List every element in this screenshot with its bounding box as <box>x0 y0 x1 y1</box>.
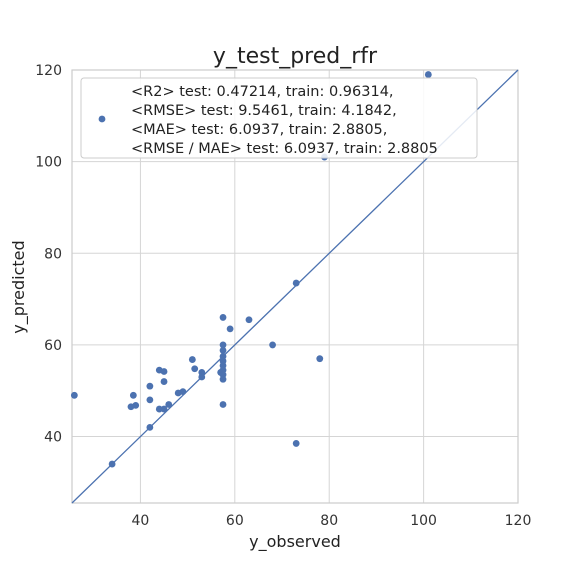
plot-frame <box>71 69 519 504</box>
y-axis-label: y_predicted <box>9 240 29 333</box>
y-tick-label-4: 120 <box>35 63 62 79</box>
data-point-5 <box>146 423 154 431</box>
data-point-11 <box>160 378 168 385</box>
x-tick-label-0: 40 <box>132 513 150 529</box>
data-point-12 <box>160 405 168 413</box>
x-tick-label-3: 100 <box>410 513 437 529</box>
data-point-31 <box>226 325 234 333</box>
y-tick-labels: 40 60 80 100 120 <box>35 63 62 446</box>
data-point-9 <box>155 405 163 413</box>
data-point-0 <box>70 391 78 399</box>
data-point-6 <box>146 396 154 404</box>
data-point-34 <box>292 279 300 287</box>
legend-box <box>80 77 478 159</box>
legend-line-r2: <R2> test: 0.47214, train: 0.96314, <box>131 84 394 100</box>
data-point-16 <box>188 356 196 363</box>
x-tick-label-4: 120 <box>505 513 532 529</box>
data-point-30 <box>219 401 227 408</box>
y-tick-label-1: 60 <box>44 338 62 354</box>
data-point-15 <box>179 388 187 396</box>
legend-line-rmse: <RMSE> test: 9.5461, train: 4.1842, <box>131 103 397 119</box>
y-tick-label-2: 80 <box>44 246 62 262</box>
data-point-13 <box>165 401 173 408</box>
x-axis-label: y_observed <box>249 532 341 552</box>
data-point-22 <box>219 341 227 349</box>
data-point-23 <box>219 347 227 354</box>
x-tick-label-2: 80 <box>320 513 338 529</box>
data-point-7 <box>146 382 154 390</box>
legend: <R2> test: 0.47214, train: 0.96314, <RMS… <box>80 77 478 159</box>
chart-title: y_test_pred_rfr <box>213 44 378 69</box>
legend-line-mae: <MAE> test: 6.0937, train: 2.8805, <box>131 122 387 138</box>
x-tick-labels: 40 60 80 100 120 <box>132 513 532 529</box>
data-point-1 <box>108 460 116 468</box>
y-tick-label-0: 40 <box>44 430 62 446</box>
data-point-33 <box>269 341 276 349</box>
data-point-3 <box>129 391 137 399</box>
data-point-38 <box>424 71 432 78</box>
data-point-35 <box>292 440 300 447</box>
data-point-32 <box>245 316 253 324</box>
x-tick-label-1: 60 <box>226 513 244 529</box>
data-point-10 <box>160 368 168 375</box>
legend-line-rmse-mae: <RMSE / MAE> test: 6.0937, train: 2.8805 <box>131 141 438 157</box>
data-point-36 <box>316 355 324 363</box>
data-point-29 <box>219 375 227 383</box>
data-point-19 <box>198 373 206 381</box>
y-tick-label-3: 100 <box>35 155 62 171</box>
legend-marker <box>98 115 106 123</box>
data-point-21 <box>219 314 227 321</box>
data-point-17 <box>191 365 199 373</box>
data-point-4 <box>132 402 140 409</box>
